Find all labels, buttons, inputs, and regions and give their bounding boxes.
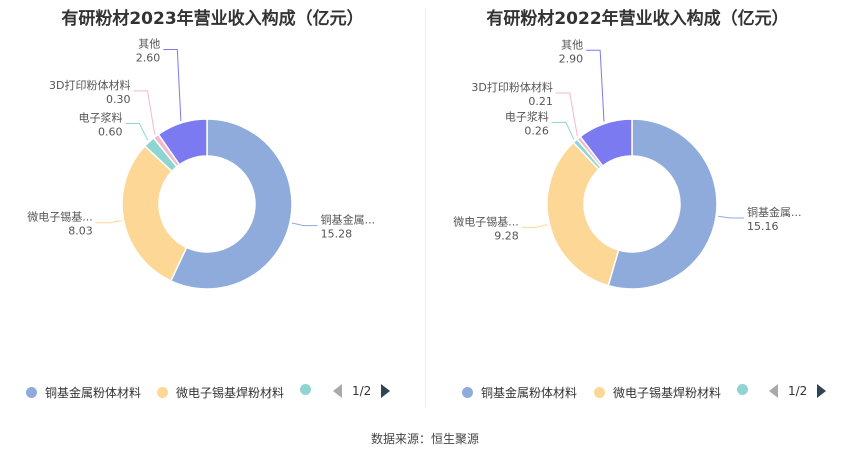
slice-value-label: 8.03 xyxy=(68,225,93,238)
pager-prev-icon[interactable] xyxy=(333,384,342,398)
chart-title: 有研粉材2022年营业收入构成（亿元） xyxy=(486,9,789,29)
slice-value-label: 2.60 xyxy=(136,52,161,65)
slice-label: 3D打印粉体材料 xyxy=(471,80,552,94)
pager-text: 1/2 xyxy=(788,384,808,398)
slice-label: 微电子锡基... xyxy=(453,214,519,228)
leader-line xyxy=(133,90,156,135)
leader-line xyxy=(125,123,149,141)
legend-label: 微电子锡基焊粉材料 xyxy=(176,386,285,400)
donut-slice xyxy=(579,118,633,167)
slice-value-label: 0.60 xyxy=(98,126,123,139)
legend-item[interactable]: 微电子锡基焊粉材料 xyxy=(157,384,284,401)
slice-value-label: 0.26 xyxy=(524,124,549,137)
pager-prev-icon[interactable] xyxy=(769,384,778,398)
leader-line xyxy=(291,222,318,227)
legend-dot xyxy=(157,387,168,398)
data-source: 数据来源：恒生聚源 xyxy=(370,432,479,446)
slice-label: 电子浆料 xyxy=(505,109,549,123)
donut-slice xyxy=(607,118,718,290)
legend: 铜基金属粉体材料 微电子锡基焊粉材料 1/2 xyxy=(425,384,850,404)
slice-label: 其他 xyxy=(561,38,583,51)
leader-line xyxy=(555,92,578,137)
legend-label: 微电子锡基焊粉材料 xyxy=(613,386,722,400)
legend-dot xyxy=(594,387,605,398)
legend-label: 铜基金属粉体材料 xyxy=(45,386,142,400)
donut-slice xyxy=(157,118,208,166)
chart-panel-2022: 有研粉材2022年营业收入构成（亿元） 铜基金属... 15.16 微电子锡基...… xyxy=(425,0,850,420)
legend-pager: 1/2 xyxy=(333,384,391,398)
legend-item[interactable] xyxy=(737,384,756,395)
slice-value-label: 2.90 xyxy=(559,52,584,65)
legend-dot xyxy=(26,387,37,398)
legend-dot xyxy=(300,384,311,395)
legend-pager: 1/2 xyxy=(769,384,827,398)
slice-value-label: 9.28 xyxy=(494,229,519,242)
slice-label: 3D打印粉体材料 xyxy=(49,78,130,92)
legend-dot xyxy=(462,387,473,398)
slice-label: 铜基金属... xyxy=(321,213,376,227)
pager-next-icon[interactable] xyxy=(817,384,827,398)
slice-value-label: 0.30 xyxy=(106,93,131,106)
slice-label: 其他 xyxy=(138,38,160,51)
donut-slice xyxy=(169,118,293,290)
legend: 铜基金属粉体材料 微电子锡基焊粉材料 1/2 xyxy=(0,384,425,404)
legend-item[interactable]: 铜基金属粉体材料 xyxy=(26,384,141,401)
slice-label: 电子浆料 xyxy=(79,111,123,125)
leader-line xyxy=(718,215,745,219)
leader-line xyxy=(95,219,122,224)
leader-line xyxy=(163,49,182,122)
pager-text: 1/2 xyxy=(352,384,372,398)
pager-next-icon[interactable] xyxy=(381,384,391,398)
leader-line xyxy=(586,49,605,122)
leader-line xyxy=(551,121,575,140)
chart-title: 有研粉材2023年营业收入构成（亿元） xyxy=(61,9,364,29)
slice-label: 铜基金属... xyxy=(747,205,802,219)
slice-label: 微电子锡基... xyxy=(27,210,93,224)
legend-dot xyxy=(737,384,748,395)
donut-slice xyxy=(546,141,620,287)
chart-panel-2023: 有研粉材2023年营业收入构成（亿元） 铜基金属... 15.28 微电子锡基...… xyxy=(0,0,425,420)
panel-divider xyxy=(425,8,426,408)
legend-item[interactable]: 铜基金属粉体材料 xyxy=(462,384,577,401)
legend-label: 铜基金属粉体材料 xyxy=(481,386,578,400)
donut-slice xyxy=(121,144,188,282)
legend-item[interactable]: 微电子锡基焊粉材料 xyxy=(594,384,721,401)
legend-item[interactable] xyxy=(300,384,319,395)
slice-value-label: 15.16 xyxy=(747,220,779,233)
slice-value-label: 15.28 xyxy=(321,228,353,241)
slice-value-label: 0.21 xyxy=(528,95,553,108)
leader-line xyxy=(521,224,548,228)
